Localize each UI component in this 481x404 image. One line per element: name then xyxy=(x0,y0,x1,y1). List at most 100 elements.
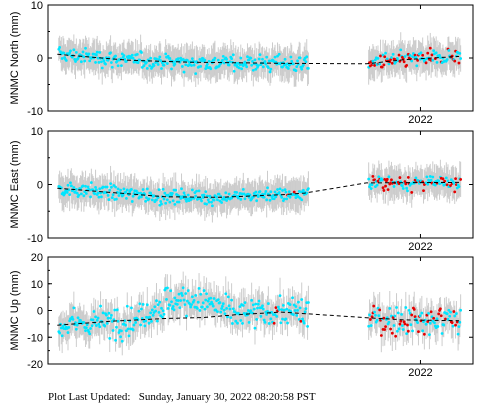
data-point xyxy=(101,311,105,315)
data-point xyxy=(206,62,209,66)
recent-data-point xyxy=(386,188,390,192)
data-point xyxy=(200,305,204,309)
data-point xyxy=(223,312,227,316)
data-point xyxy=(373,310,376,314)
data-point xyxy=(238,305,242,309)
data-point xyxy=(207,200,211,204)
data-point xyxy=(224,292,228,296)
data-point xyxy=(106,58,110,62)
data-point xyxy=(112,318,116,322)
data-point xyxy=(446,179,450,183)
data-point xyxy=(130,188,133,191)
data-point xyxy=(420,311,424,315)
y-axis-label: MNMC North (mm) xyxy=(9,12,21,105)
data-point xyxy=(180,187,183,191)
data-point xyxy=(458,52,462,55)
data-point xyxy=(282,308,286,312)
data-point xyxy=(170,300,173,304)
data-point xyxy=(221,58,224,62)
data-point xyxy=(143,324,147,328)
data-point xyxy=(202,289,206,292)
panel-2: -10 0 10 2022 MNMC East (mm) xyxy=(9,126,474,253)
data-point xyxy=(203,58,207,62)
data-point xyxy=(380,178,384,182)
data-point xyxy=(388,307,392,310)
data-point xyxy=(186,289,190,293)
data-point xyxy=(134,321,138,324)
data-point xyxy=(278,187,282,191)
data-point xyxy=(116,64,120,68)
data-point xyxy=(145,303,149,307)
recent-data-point xyxy=(430,53,434,57)
data-point xyxy=(66,183,70,187)
recent-data-point xyxy=(453,59,457,63)
data-point xyxy=(211,304,215,308)
data-point xyxy=(428,175,432,178)
data-point xyxy=(266,302,270,305)
data-point xyxy=(125,329,128,333)
data-point xyxy=(165,198,169,202)
data-point xyxy=(120,64,123,68)
data-point xyxy=(84,329,87,333)
data-point xyxy=(449,178,453,182)
data-point xyxy=(249,56,253,60)
data-point xyxy=(119,188,122,192)
data-point xyxy=(273,55,277,59)
data-point xyxy=(117,194,121,197)
data-point xyxy=(170,67,173,71)
recent-data-point xyxy=(371,174,375,178)
data-point xyxy=(63,192,67,195)
y-tick-label: -10 xyxy=(27,332,43,344)
recent-data-point xyxy=(376,179,380,183)
data-point xyxy=(401,324,404,328)
data-point xyxy=(245,65,249,69)
data-point xyxy=(152,194,156,198)
recent-data-point xyxy=(402,320,406,324)
data-point xyxy=(123,319,127,323)
recent-data-point xyxy=(413,315,417,319)
data-point xyxy=(216,58,220,62)
data-point xyxy=(106,316,110,320)
data-point xyxy=(58,45,62,49)
data-point xyxy=(86,185,90,189)
data-point xyxy=(70,315,74,319)
data-point xyxy=(376,57,380,60)
data-point xyxy=(221,304,224,308)
data-point xyxy=(264,190,268,193)
data-point xyxy=(99,191,102,195)
data-point xyxy=(253,326,257,330)
data-point xyxy=(251,195,255,199)
data-point xyxy=(158,55,162,59)
recent-data-point xyxy=(438,307,442,311)
data-point xyxy=(203,307,207,311)
data-point xyxy=(162,63,166,67)
data-point xyxy=(256,306,259,310)
panel-1: -10 0 10 2022 MNMC North (mm) xyxy=(9,0,474,126)
data-point xyxy=(456,332,460,336)
data-point xyxy=(257,57,261,61)
footer-timestamp: Sunday, January 30, 2022 08:20:58 PST xyxy=(138,391,316,403)
data-point xyxy=(387,175,391,179)
data-point xyxy=(286,321,289,325)
recent-data-point xyxy=(380,65,384,69)
data-point xyxy=(117,331,121,334)
data-point xyxy=(387,320,391,324)
data-point xyxy=(267,322,271,325)
recent-data-point xyxy=(385,177,389,181)
data-point xyxy=(137,309,141,313)
data-point xyxy=(94,53,98,57)
data-point xyxy=(429,178,433,182)
data-point xyxy=(241,322,244,325)
data-point xyxy=(239,56,243,60)
plot-last-updated: Plot Last Updated: Sunday, January 30, 2… xyxy=(48,391,316,403)
data-point xyxy=(169,289,173,293)
data-point xyxy=(229,316,233,320)
data-point xyxy=(176,57,180,61)
data-point xyxy=(179,197,183,200)
data-point xyxy=(222,61,226,65)
data-point xyxy=(277,308,281,311)
data-point xyxy=(295,65,299,69)
recent-data-point xyxy=(444,317,447,321)
data-point xyxy=(261,65,265,69)
data-point xyxy=(212,198,216,202)
